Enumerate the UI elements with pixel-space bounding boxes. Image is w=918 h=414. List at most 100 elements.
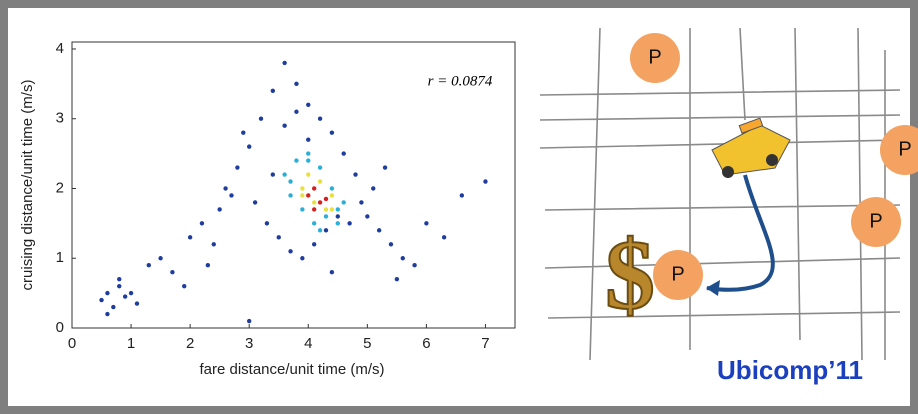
x-tick-label: 2 <box>186 335 194 352</box>
point <box>99 298 103 302</box>
point <box>188 235 192 239</box>
point <box>170 270 174 274</box>
x-tick-label: 7 <box>481 335 489 352</box>
annotation: r = 0.0874 <box>428 73 493 89</box>
dollar-icon: $ <box>605 219 655 330</box>
x-tick-label: 3 <box>245 335 253 352</box>
parking-label: P <box>869 210 882 232</box>
parking-label: P <box>898 138 911 160</box>
point <box>330 207 334 211</box>
point <box>306 193 310 197</box>
point <box>324 197 328 201</box>
point <box>318 200 322 204</box>
point <box>105 291 109 295</box>
x-tick-label: 5 <box>363 335 371 352</box>
point <box>336 221 340 225</box>
point <box>271 89 275 93</box>
point <box>424 221 428 225</box>
point <box>342 151 346 155</box>
point <box>294 82 298 86</box>
point <box>365 214 369 218</box>
point <box>330 270 334 274</box>
point <box>312 242 316 246</box>
point <box>212 242 216 246</box>
point <box>371 186 375 190</box>
point <box>229 193 233 197</box>
chart: r = 0.0874 fare distance/unit time (m/s)… <box>0 0 918 414</box>
point <box>241 130 245 134</box>
point <box>306 158 310 162</box>
x-tick-label: 6 <box>422 335 430 352</box>
point <box>135 301 139 305</box>
parking-label: P <box>671 263 684 285</box>
point <box>300 256 304 260</box>
point <box>123 294 127 298</box>
point <box>312 207 316 211</box>
point <box>288 193 292 197</box>
point <box>277 235 281 239</box>
point <box>282 61 286 65</box>
y-tick-label: 0 <box>56 319 64 336</box>
point <box>223 186 227 190</box>
point <box>306 137 310 141</box>
x-tick-label: 1 <box>127 335 135 352</box>
point <box>288 249 292 253</box>
point <box>288 179 292 183</box>
point <box>117 284 121 288</box>
point <box>247 319 251 323</box>
point <box>282 124 286 128</box>
y-tick-label: 2 <box>56 179 64 196</box>
parking-label: P <box>648 46 661 68</box>
point <box>312 200 316 204</box>
point <box>318 117 322 121</box>
x-tick-label: 4 <box>304 335 312 352</box>
point <box>324 214 328 218</box>
point <box>318 228 322 232</box>
point <box>253 200 257 204</box>
slide: r = 0.0874 fare distance/unit time (m/s)… <box>0 0 918 414</box>
point <box>330 186 334 190</box>
point <box>383 165 387 169</box>
point <box>147 263 151 267</box>
point <box>330 193 334 197</box>
point <box>330 130 334 134</box>
point <box>353 172 357 176</box>
y-tick-label: 1 <box>56 249 64 266</box>
point <box>347 221 351 225</box>
point <box>105 312 109 316</box>
caption: Ubicomp’11 <box>717 355 863 385</box>
point <box>282 172 286 176</box>
point <box>271 172 275 176</box>
point <box>247 144 251 148</box>
point <box>312 186 316 190</box>
point <box>206 263 210 267</box>
point <box>312 221 316 225</box>
point <box>336 214 340 218</box>
y-axis-label: cruising distance/unit time (m/s) <box>19 80 36 291</box>
point <box>412 263 416 267</box>
point <box>359 200 363 204</box>
point <box>483 179 487 183</box>
point <box>300 186 304 190</box>
point <box>306 172 310 176</box>
x-tick-label: 0 <box>68 335 76 352</box>
point <box>117 277 121 281</box>
point <box>324 228 328 232</box>
point <box>182 284 186 288</box>
point <box>200 221 204 225</box>
point <box>294 110 298 114</box>
point <box>389 242 393 246</box>
x-axis-label: fare distance/unit time (m/s) <box>199 361 384 378</box>
map: $ <box>540 28 902 370</box>
point <box>395 277 399 281</box>
point <box>318 179 322 183</box>
point <box>111 305 115 309</box>
point <box>300 207 304 211</box>
point <box>129 291 133 295</box>
y-tick-label: 4 <box>56 40 64 57</box>
point <box>306 103 310 107</box>
point <box>265 221 269 225</box>
point <box>377 228 381 232</box>
point <box>217 207 221 211</box>
point <box>294 158 298 162</box>
